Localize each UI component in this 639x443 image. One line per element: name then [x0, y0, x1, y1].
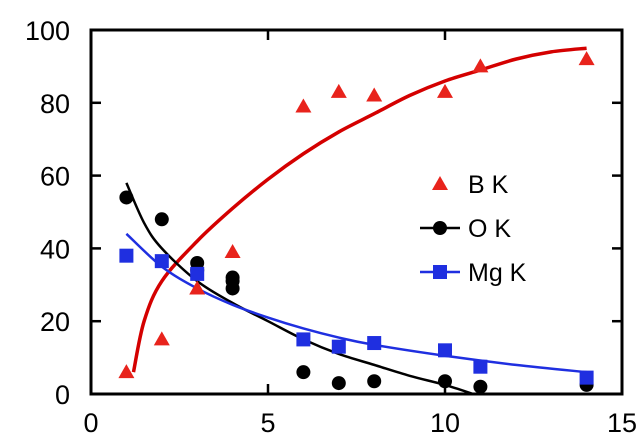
x-tick-label: 10: [430, 408, 460, 438]
y-tick-label: 0: [55, 380, 70, 410]
data-point: [438, 374, 452, 389]
data-point: [331, 376, 346, 391]
data-point: [153, 331, 170, 346]
x-tick-label: 5: [260, 408, 275, 438]
y-tick-label: 100: [25, 16, 70, 46]
data-point: [225, 281, 240, 296]
legend-marker: [432, 176, 448, 190]
x-tick-label: 0: [83, 408, 98, 438]
fit-line: [131, 46, 587, 373]
data-point: [579, 370, 594, 385]
y-tick-label: 60: [40, 162, 70, 192]
legend-label: O K: [468, 215, 511, 243]
data-point: [438, 343, 452, 358]
x-tick-label: 15: [607, 408, 637, 438]
legend-label: Mg K: [468, 259, 527, 287]
y-tick-label: 80: [40, 89, 70, 119]
data-point: [578, 51, 595, 66]
data-point: [473, 359, 488, 374]
axis-ticks: 0 5 10 15 0 20 40 60 80 100: [25, 16, 637, 438]
data-point: [154, 212, 169, 227]
data-point: [119, 190, 134, 205]
data-point: [189, 280, 206, 295]
data-point: [330, 83, 347, 98]
data-point: [190, 266, 205, 281]
y-tick-label: 40: [40, 234, 70, 264]
data-point: [296, 332, 311, 347]
plot-frame: [89, 28, 624, 396]
data-point: [367, 336, 382, 351]
data-point: [331, 339, 346, 354]
data-point: [296, 365, 311, 380]
data-point: [118, 364, 135, 379]
fit-line: [125, 182, 474, 396]
data-points: [118, 51, 595, 394]
data-point: [472, 58, 489, 73]
legend-marker: [433, 221, 447, 235]
data-point: [154, 254, 169, 269]
data-point: [366, 87, 383, 102]
data-point: [437, 83, 453, 98]
data-point: [119, 248, 134, 263]
data-point: [295, 98, 312, 113]
data-point: [224, 244, 241, 259]
data-point: [473, 379, 488, 394]
legend-marker: [433, 265, 447, 279]
y-tick-label: 20: [40, 307, 70, 337]
legend-label: B K: [468, 171, 509, 199]
legend: B K O K Mg K: [420, 171, 527, 287]
data-point: [367, 374, 382, 389]
